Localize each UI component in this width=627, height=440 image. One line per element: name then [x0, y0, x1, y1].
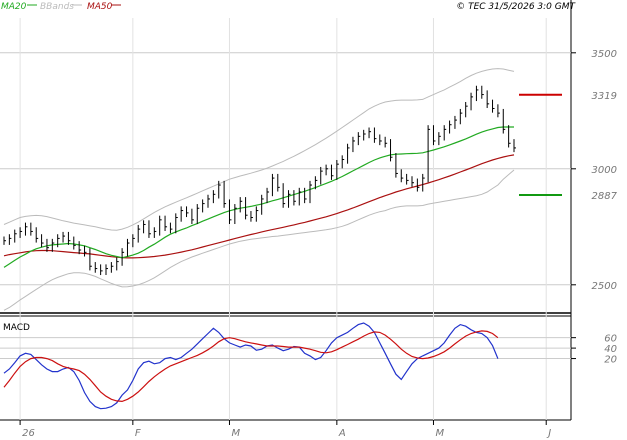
time-tick-label: M	[231, 428, 240, 439]
moving-averages	[3, 126, 515, 268]
bollinger-lower-line	[3, 169, 515, 311]
macd-lines	[3, 322, 499, 410]
macd-tick-label: 60	[604, 334, 617, 345]
legend-ma50-label: MA50	[87, 2, 113, 12]
time-tick-label: 26	[22, 428, 35, 439]
macd-tick-label: 40	[604, 344, 617, 355]
price-tick-label: 3000	[592, 165, 617, 176]
macd-gridlines	[0, 337, 571, 360]
support-level-label: 2887	[592, 191, 618, 202]
ma50-line	[3, 154, 515, 259]
ma20-line	[3, 126, 514, 268]
time-tick-label: A	[338, 428, 346, 439]
resistance-level-label: 3319	[592, 91, 617, 102]
macd-title: MACD	[3, 323, 30, 333]
legend-ma20-label: MA20	[1, 2, 27, 12]
time-tick-label: J	[546, 428, 551, 439]
price-tick-label: 3500	[592, 49, 617, 60]
price-tick-label: 2500	[592, 281, 617, 292]
source-credit: © TEC 31/5/2026 3:0 GMT	[456, 2, 576, 12]
time-tick-label: F	[135, 428, 141, 439]
price-axis-ticks: 3500 3000 2500	[571, 49, 617, 292]
macd-line	[3, 322, 499, 410]
legend: MA20 BBands MA50 © TEC 31/5/2026 3:0 GMT	[1, 2, 577, 12]
bollinger-upper-line	[3, 68, 515, 231]
price-bars	[3, 85, 516, 276]
time-tick-label: M	[435, 428, 444, 439]
bollinger-bands	[3, 68, 515, 311]
legend-bbands-label: BBands	[40, 2, 74, 12]
time-axis-ticks: 26 F M A M J	[19, 420, 551, 439]
signal-line	[3, 330, 499, 403]
price-levels: 3319 2887	[519, 91, 618, 202]
macd-tick-label: 20	[604, 355, 617, 366]
